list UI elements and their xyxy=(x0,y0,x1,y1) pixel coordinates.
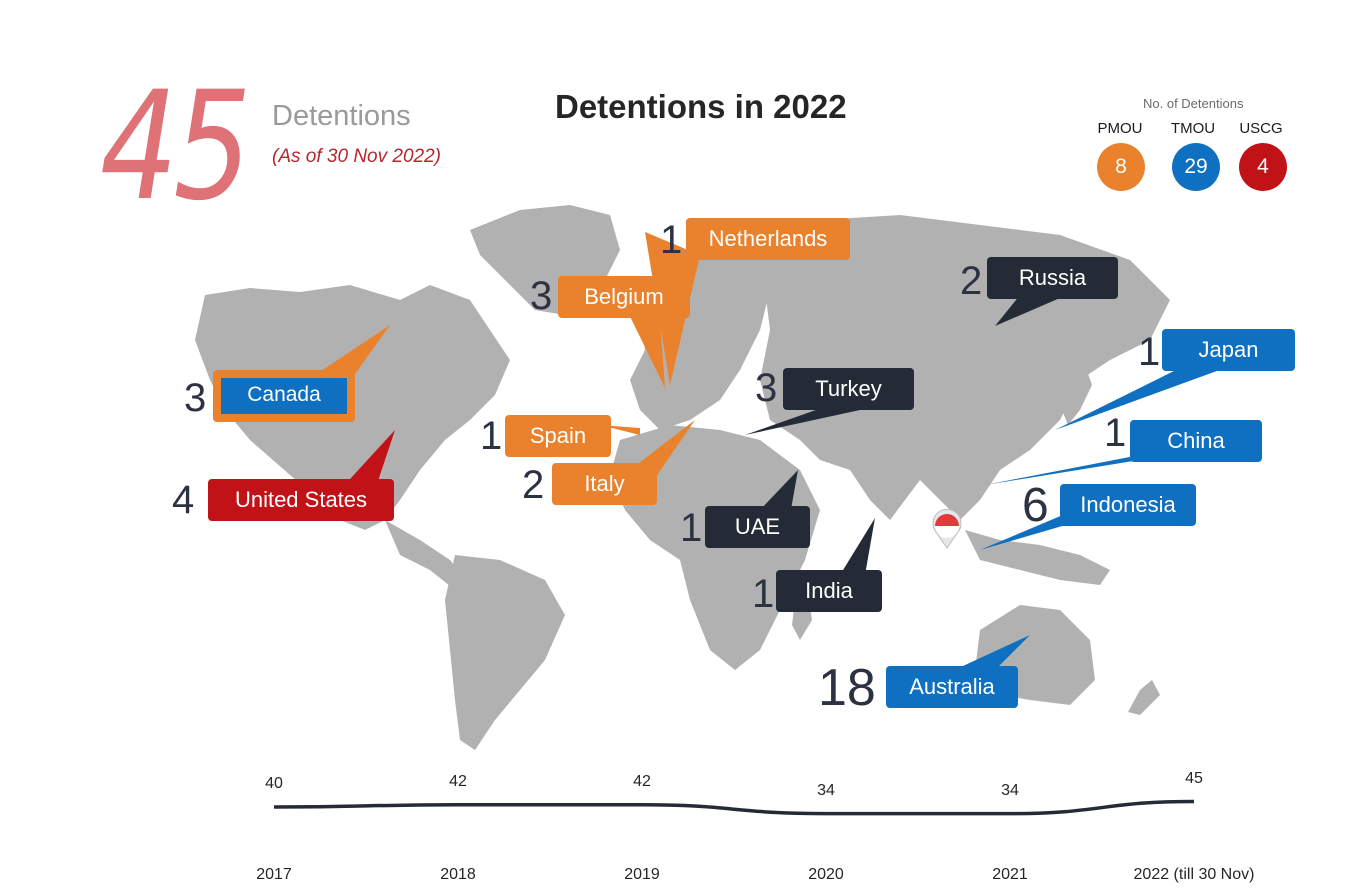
canada-count: 3 xyxy=(184,376,207,420)
timeline-year: 2020 xyxy=(808,866,844,883)
timeline-year: 2019 xyxy=(624,866,660,883)
timeline-value: 34 xyxy=(817,781,835,799)
timeline-value: 40 xyxy=(265,775,283,792)
legend-pmou-count: 8 xyxy=(1097,143,1145,191)
australia-label: Australia xyxy=(886,666,1018,708)
legend-uscg-count: 4 xyxy=(1239,143,1287,191)
belgium-count: 3 xyxy=(530,274,553,318)
legend-tmou-count: 29 xyxy=(1172,143,1220,191)
indonesia-count: 6 xyxy=(1022,479,1049,532)
united-states-label: United States xyxy=(208,479,394,521)
china-label: China xyxy=(1130,420,1262,462)
netherlands-count: 1 xyxy=(660,218,683,262)
indonesia-label: Indonesia xyxy=(1060,484,1196,526)
italy-label: Italy xyxy=(552,463,657,505)
timeline-value: 45 xyxy=(1185,769,1203,787)
timeline-value: 34 xyxy=(1001,781,1019,799)
timeline-year: 2018 xyxy=(440,866,476,883)
page-title: Detentions in 2022 xyxy=(555,88,847,125)
total-detentions-label: Detentions xyxy=(272,100,411,132)
russia-count: 2 xyxy=(960,259,983,303)
timeline-value: 42 xyxy=(449,772,467,790)
netherlands-label: Netherlands xyxy=(686,218,850,260)
timeline-value: 42 xyxy=(633,772,651,790)
spain-label: Spain xyxy=(505,415,611,457)
legend-uscg-label: USCG xyxy=(1239,120,1283,137)
spain-count: 1 xyxy=(480,414,503,458)
timeline-year: 2021 xyxy=(992,866,1028,883)
timeline-year: 2022 (till 30 Nov) xyxy=(1133,866,1255,883)
uae-label: UAE xyxy=(705,506,810,548)
canada-label: Canada xyxy=(213,370,355,422)
total-detentions-number: 45 xyxy=(100,60,252,234)
legend-tmou-label: TMOU xyxy=(1170,120,1216,137)
australia-count: 18 xyxy=(818,659,876,717)
japan-label: Japan xyxy=(1162,329,1295,371)
legend-pmou-label: PMOU xyxy=(1097,120,1143,137)
china-count: 1 xyxy=(1104,411,1127,455)
india-count: 1 xyxy=(752,572,775,616)
timeline-year: 2017 xyxy=(256,866,292,883)
turkey-label: Turkey xyxy=(783,368,914,410)
singapore-flag-pin-icon xyxy=(932,508,962,549)
russia-label: Russia xyxy=(987,257,1118,299)
italy-count: 2 xyxy=(522,463,545,507)
turkey-count: 3 xyxy=(755,366,778,410)
united-states-count: 4 xyxy=(172,478,195,522)
legend-title: No. of Detentions xyxy=(1143,96,1244,111)
india-label: India xyxy=(776,570,882,612)
uae-count: 1 xyxy=(680,506,703,550)
japan-count: 1 xyxy=(1138,330,1161,374)
timeline-line xyxy=(273,799,1195,816)
as-of-date: (As of 30 Nov 2022) xyxy=(272,146,441,167)
belgium-label: Belgium xyxy=(558,276,690,318)
